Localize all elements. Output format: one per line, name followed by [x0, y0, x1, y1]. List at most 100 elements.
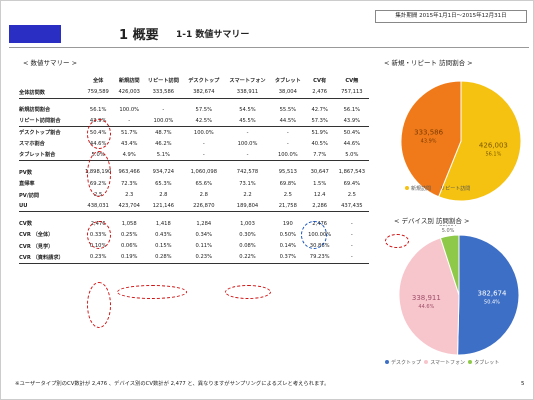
table-cell: 100.0% [237, 140, 258, 147]
legend-dot [434, 186, 439, 190]
table-cell: 43.9% [334, 115, 369, 128]
pie-chart-device: 382,674 50.4% 338,911 44.6% 38,0045.0% [398, 225, 520, 356]
row-label: CVR （見学） [19, 243, 54, 250]
table-cell: - [115, 115, 144, 128]
table-cell: 2.2 [243, 192, 252, 199]
footnote: ※ユーザータイプ別のCV数計が 2,476 、デバイス別のCV数計が 2,477… [15, 381, 330, 387]
table-cell: 40.5% [311, 140, 328, 147]
table-cell: - [162, 106, 165, 113]
table-cell: 2,476 [304, 87, 335, 99]
table-cell: 56.1% [343, 106, 361, 113]
table-cell: 0.23% [81, 251, 116, 264]
page-number: 5 [521, 381, 525, 387]
highlight-oval [225, 285, 271, 299]
table-cell: 338,911 [224, 87, 271, 99]
table-cell: 0.11% [195, 243, 213, 250]
pie-slice-0 [457, 234, 520, 356]
row-label: デスクトップ割合 [19, 130, 61, 137]
table-cell: - [350, 231, 353, 238]
table-cell: 1,867,543 [338, 169, 366, 176]
table-cell: - [183, 149, 225, 162]
table-cell: 0.43% [155, 231, 172, 238]
table-cell: 38,004 [270, 87, 305, 99]
table-cell: - [350, 220, 353, 227]
pie-slice-1 [400, 80, 462, 198]
page-title: 1 概要 [119, 28, 159, 43]
highlight-oval [87, 119, 111, 149]
page-subtitle: 1-1 数値サマリー [176, 30, 250, 40]
legend-label: 新規訪問 [411, 186, 432, 192]
table-row: 新規訪問割合 56.1% 100.0% - 57.5% 54.5% 55.5% 42.7% 56… [19, 104, 369, 115]
header-divider [9, 47, 529, 48]
table-cell: 2.3 [125, 192, 134, 199]
table-cell: 65.6% [195, 180, 213, 187]
slice-value-label: 338,911 [412, 294, 441, 302]
table-row: 直帰率 69.2% 72.3% 65.3% 65.6% 73.1% 69.8% 1.5% 69.… [19, 178, 369, 189]
pie2-legend: デスクトップ スマートフォン タブレット [385, 359, 499, 366]
table-cell: 57.3% [304, 115, 335, 128]
table-cell: 423,704 [115, 200, 144, 213]
table-cell: 0.15% [155, 243, 172, 250]
table-cell: 0.19% [115, 251, 144, 264]
pie-chart-new-repeat: 426,003 56.1% 333,586 43.9% [400, 80, 522, 202]
table-cell: 0.28% [143, 251, 184, 264]
table-cell: 65.3% [155, 180, 172, 187]
table-cell: 100.0% [143, 115, 184, 128]
table-cell: 95,513 [278, 169, 297, 176]
column-header: 新規訪問 [118, 77, 140, 84]
legend-dot [468, 360, 473, 364]
table-cell: 72.3% [120, 180, 138, 187]
highlight-oval [87, 151, 111, 197]
row-label: PV/訪問 [19, 192, 40, 199]
table-cell: 742,578 [236, 169, 259, 176]
column-header: CV無 [345, 77, 359, 84]
table-header-row: 全体 新規訪問 リピート訪問 デスクトップ スマートフォン タブレット CV有 CV無 [19, 73, 369, 87]
row-label: 新規訪問割合 [19, 107, 51, 114]
table-cell: 44.6% [343, 140, 361, 147]
table-row: UU 438,031 423,704 121,146 226,870 189,804 21,… [19, 200, 369, 213]
slice-value-label: 38,004 [439, 225, 457, 228]
row-label: タブレット割合 [19, 149, 81, 162]
table-cell: 438,031 [81, 200, 116, 213]
table-cell: 0.06% [120, 243, 138, 250]
table-row: タブレット割合 5.0% 4.9% 5.1% - -100.0% 7.7% 5.0% [19, 149, 369, 162]
row-label: CVR （全体） [19, 232, 54, 239]
table-cell: 12.4 [313, 192, 326, 199]
table-cell: 69.4% [343, 180, 361, 187]
table-cell: 2,286 [304, 200, 335, 213]
header-corner [19, 73, 81, 87]
legend-dot [385, 360, 389, 364]
table-cell: 42.5% [183, 115, 225, 128]
table-cell: 2.5 [283, 192, 292, 199]
title-accent [9, 25, 159, 43]
legend-label: デスクトップ [391, 360, 422, 366]
highlight-oval [385, 234, 409, 248]
legend-dot [405, 186, 409, 190]
table-cell: 0.08% [239, 243, 256, 250]
slice-pct-label: 5.0% [442, 228, 455, 234]
table-cell: 100.0% [193, 129, 214, 136]
table-cell: 190 [282, 220, 293, 227]
table-cell: 51.7% [120, 129, 138, 136]
table-cell: 1,058 [121, 220, 137, 227]
table-cell: 0.23% [183, 251, 225, 264]
column-header: 全体 [92, 77, 104, 84]
table-section-label: < 数値サマリー > [23, 59, 78, 67]
table-row: PV/訪問 2.5 2.3 2.8 2.8 2.2 2.5 12.4 2.5 [19, 189, 369, 200]
pie1-label: < 新規・リピート 訪問割合 > [384, 59, 473, 67]
pie1-legend: 新規訪問 リピート訪問 [405, 185, 470, 192]
row-label: 直帰率 [19, 181, 35, 188]
table-cell: 30,647 [310, 169, 329, 176]
table-cell: - [202, 140, 205, 147]
table-cell: - [286, 140, 289, 147]
table-cell: 79.23% [304, 251, 335, 264]
table-row: 全体訪問数 759,589 426,003 333,586 382,674 338,911… [19, 87, 369, 99]
summary-table: 全体 新規訪問 リピート訪問 デスクトップ スマートフォン タブレット CV有 CV無 全体訪… [19, 73, 369, 264]
row-label: 全体訪問数 [19, 87, 81, 99]
column-header: CV有 [313, 77, 327, 84]
title-accent-block [9, 25, 61, 43]
table-row: スマホ割合 44.6% 43.4% 46.2% -100.0% -40.5% 44.6% [19, 138, 369, 149]
table-cell: 0.30% [239, 231, 256, 238]
table-cell: 121,146 [143, 200, 184, 213]
highlight-oval [87, 221, 111, 249]
